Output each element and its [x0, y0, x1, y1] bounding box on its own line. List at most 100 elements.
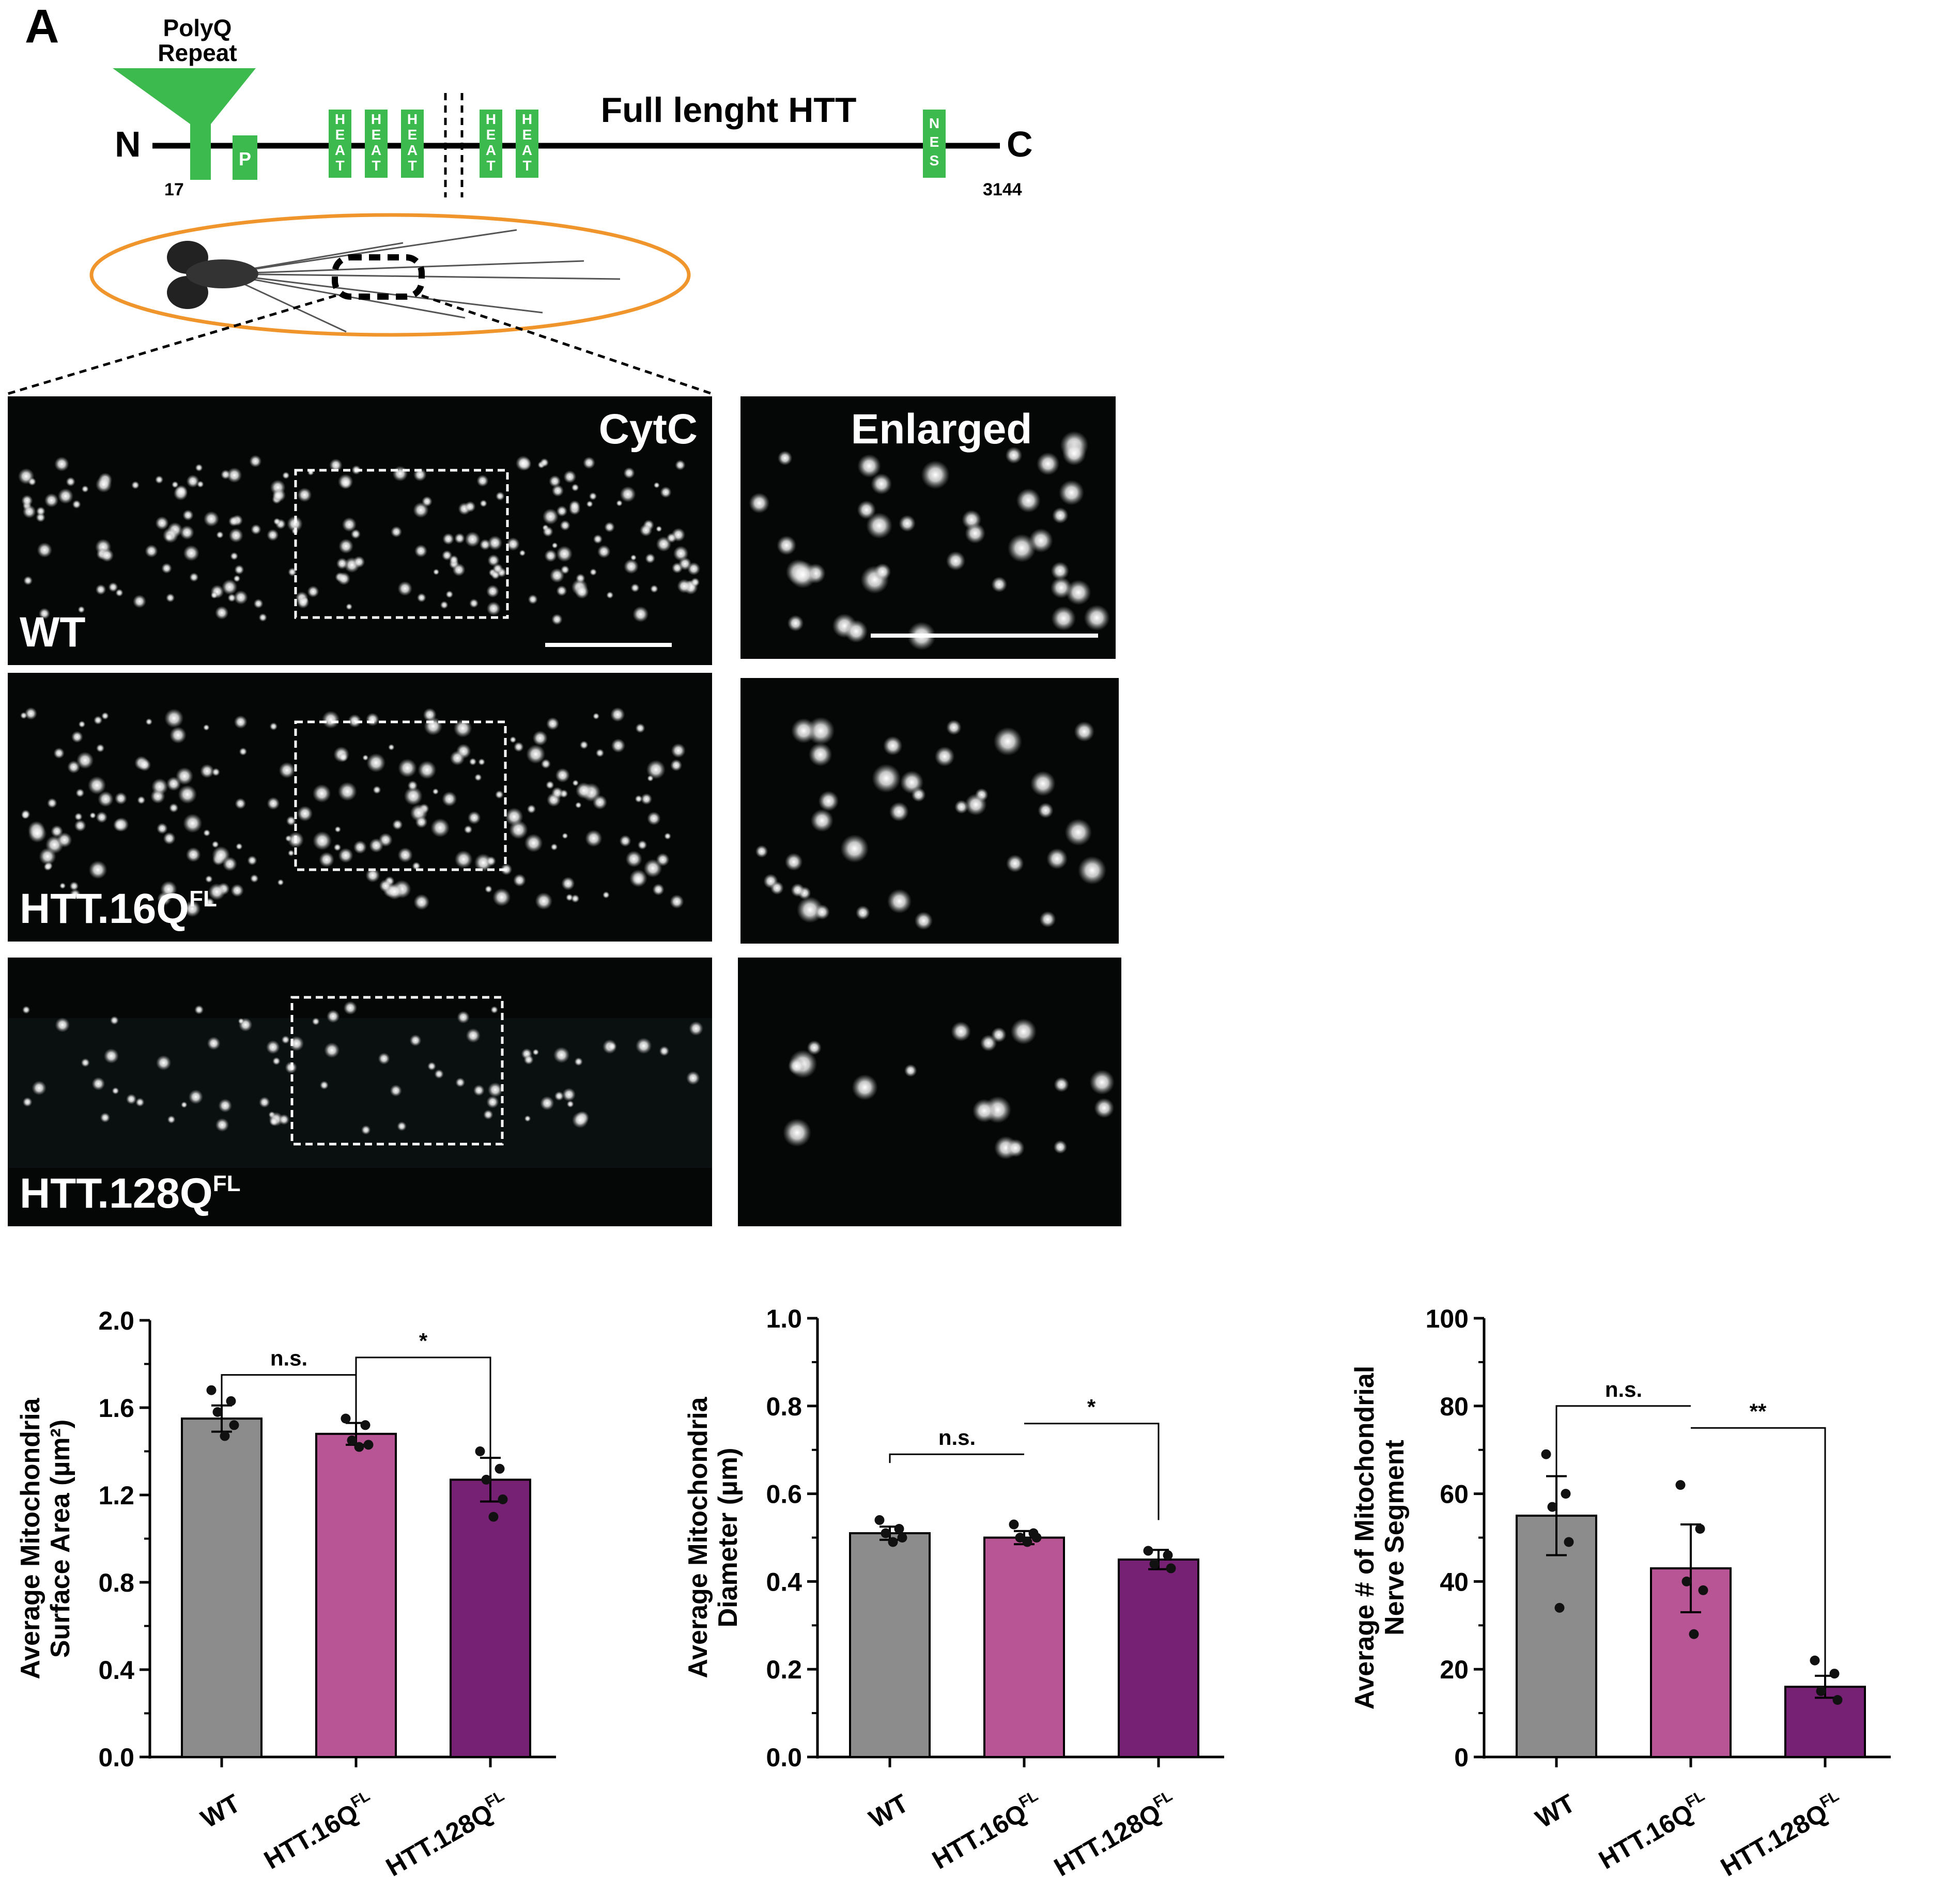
x-tick-label: HTT.16QFL: [927, 1787, 1048, 1874]
data-point: [1675, 1480, 1686, 1490]
enlarged-image-3: [738, 958, 1121, 1226]
data-point: [488, 1512, 499, 1522]
mitochondria-spot: [556, 546, 573, 562]
data-point: [874, 1515, 885, 1525]
mitochondria-spot: [131, 481, 140, 489]
mitochondria-spot: [492, 563, 503, 574]
mitochondria-spot: [211, 768, 220, 777]
mitochondria-spot: [55, 1017, 70, 1032]
mitochondria-spot: [297, 596, 310, 609]
mitochondria-spot: [269, 722, 278, 731]
mitochondria-spot: [450, 750, 465, 766]
data-point: [1009, 1519, 1019, 1530]
data-point: [360, 1420, 371, 1430]
mitochondria-spot: [595, 748, 605, 758]
significance-label: n.s.: [1605, 1377, 1642, 1401]
y-axis-label: Average MitochondriaSurface Area (µm²): [16, 1397, 75, 1679]
mitochondria-spot: [637, 840, 647, 850]
mitochondria-spot-enlarged: [887, 889, 912, 914]
data-point: [888, 1537, 898, 1547]
mitochondria-spot: [624, 559, 639, 574]
mitochondria-spot: [646, 760, 666, 779]
mitochondria-spot: [235, 798, 246, 809]
mitochondria-spot: [424, 717, 443, 736]
enlarged-image-2: [740, 678, 1119, 944]
mitochondria-spot: [505, 807, 523, 826]
mitochondria-spot: [407, 780, 418, 791]
mitochondria-spot: [562, 1088, 576, 1102]
n-terminus-label: N: [115, 124, 141, 164]
heat-repeats: H E A T H E A T H E A T H E A T H E A T: [329, 110, 538, 178]
data-point: [206, 1385, 217, 1395]
mitochondria-spot: [81, 485, 89, 493]
mitochondria-spot-enlarged: [784, 853, 803, 871]
mitochondria-spot: [321, 711, 340, 729]
mitochondria-spot: [339, 476, 352, 489]
mitochondria-spot: [416, 593, 426, 603]
mitochondria-spot: [409, 1034, 422, 1046]
data-point: [1810, 1655, 1820, 1666]
mitochondria-spot: [690, 577, 700, 587]
mitochondria-spot: [523, 1055, 534, 1065]
mitochondria-spot: [210, 591, 218, 599]
mitochondria-spot-enlarged: [1094, 1098, 1115, 1118]
mitochondria-spot: [647, 811, 661, 826]
mitochondria-spot: [259, 1097, 270, 1108]
mitochondria-spot-enlarged: [1030, 770, 1056, 796]
mitochondria-spot: [51, 825, 64, 838]
y-axis-label: Average # of MitochondrialNerve Segment: [1350, 1366, 1410, 1710]
mitochondria-spot: [566, 1100, 574, 1108]
mitochondria-spot-enlarged: [1005, 446, 1023, 464]
c-terminus-label: C: [1007, 124, 1033, 164]
y-tick-label: 0.0: [766, 1743, 802, 1772]
mitochondria-spot: [156, 1055, 172, 1071]
mitochondria-spot: [524, 834, 543, 853]
mitochondria-spot-enlarged: [783, 1118, 811, 1147]
mitochondria-spot: [510, 736, 517, 743]
mitochondria-spot: [542, 508, 559, 525]
mitochondria-spot: [492, 888, 511, 906]
mitochondria-spot: [253, 598, 264, 609]
mitochondria-spot: [258, 613, 267, 622]
data-point: [1832, 1695, 1843, 1705]
bar-1: [181, 1417, 263, 1758]
mitochondria-spot: [390, 526, 403, 538]
mitochondria-spot: [452, 563, 466, 577]
y-tick-label: 60: [1440, 1480, 1469, 1509]
y-tick-label: 0.2: [766, 1655, 802, 1684]
mitochondria-spot: [623, 467, 635, 479]
y-tick-label: 1.2: [98, 1481, 134, 1510]
mitochondria-spot: [110, 1016, 119, 1025]
mitochondria-spot: [203, 724, 210, 731]
mitochondria-spot: [54, 456, 69, 472]
mitochondria-spot: [378, 1052, 390, 1065]
panel-label: A: [25, 0, 59, 53]
data-point: [1541, 1449, 1551, 1459]
mitochondria-spot-enlarged: [818, 791, 839, 811]
mitochondria-spot: [164, 708, 184, 728]
data-point: [881, 1528, 891, 1538]
mitochondria-spot: [606, 591, 614, 599]
mitochondria-spot: [486, 1096, 499, 1108]
mitochondria-spot: [583, 456, 595, 469]
mitochondria-spot: [361, 1125, 371, 1135]
chart-2: 0.0 0.2 0.4 0.6 0.8 1.0 Average MitochondriaDi…: [683, 1304, 1224, 1881]
mitochondria-spot: [28, 824, 47, 843]
mitochondria-spot: [28, 477, 37, 486]
mitochondria-spot: [195, 464, 203, 472]
mitochondria-spot: [404, 787, 423, 806]
mitochondria-spot: [21, 809, 30, 819]
mitochondria-spot: [297, 806, 313, 822]
mitochondria-spot: [480, 499, 487, 507]
mitochondria-spot: [635, 1038, 652, 1054]
y-tick-label: 0.0: [98, 1743, 134, 1772]
significance-label: **: [1750, 1399, 1767, 1423]
mitochondria-spot: [551, 787, 564, 799]
significance-label: n.s.: [270, 1346, 307, 1370]
mitochondria-spot: [483, 1109, 493, 1120]
mitochondria-spot: [69, 881, 79, 891]
polyq-repeat-shape: [113, 68, 256, 180]
mitochondria-spot: [485, 885, 492, 893]
